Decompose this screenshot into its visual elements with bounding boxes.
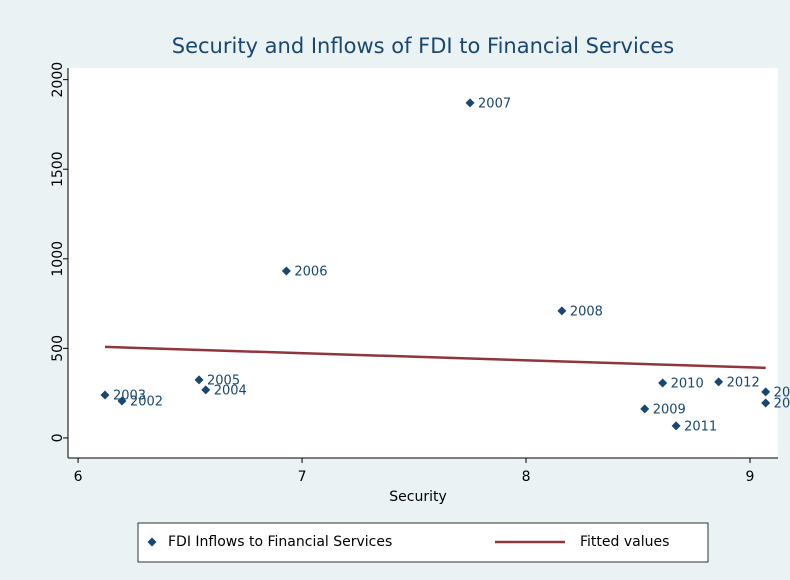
legend-label: Fitted values xyxy=(580,534,669,550)
point xyxy=(557,306,567,316)
x-tick-label: 7 xyxy=(298,469,307,485)
point xyxy=(714,377,724,387)
point xyxy=(281,266,291,276)
point-label: 2011 xyxy=(684,419,717,434)
y-tick-label: 2000 xyxy=(50,62,66,98)
point-label: 2012 xyxy=(727,375,760,390)
point xyxy=(465,98,475,108)
legend-label: FDI Inflows to Financial Services xyxy=(168,534,392,550)
point-label: 2014 xyxy=(774,397,790,412)
point-label: 2013 xyxy=(774,385,790,400)
chart-title: Security and Inflows of FDI to Financial… xyxy=(172,34,674,58)
x-tick-label: 6 xyxy=(74,469,83,485)
point xyxy=(761,398,771,408)
point-label: 2007 xyxy=(478,96,511,111)
point-label: 2009 xyxy=(653,402,686,417)
plot-area xyxy=(68,68,778,458)
point-label: 2005 xyxy=(207,373,240,388)
y-tick-label: 0 xyxy=(50,433,66,442)
point xyxy=(671,421,681,431)
legend xyxy=(137,522,709,563)
legend-marker xyxy=(147,537,157,547)
point-label: 2003 xyxy=(113,388,146,403)
point xyxy=(761,387,771,397)
point xyxy=(640,404,650,414)
point-label: 2002 xyxy=(130,395,163,410)
point-label: 2008 xyxy=(570,304,603,319)
point-label: 2006 xyxy=(294,264,327,279)
point xyxy=(658,378,668,388)
y-tick-label: 1000 xyxy=(50,241,66,277)
point xyxy=(201,385,211,395)
x-axis-label: Security xyxy=(389,489,447,505)
point-label: 2004 xyxy=(214,383,247,398)
point xyxy=(194,375,204,385)
y-tick-label: 1500 xyxy=(50,151,66,187)
point-label: 2010 xyxy=(671,376,704,391)
fit-line xyxy=(104,345,766,370)
y-tick-label: 500 xyxy=(50,335,66,362)
x-tick-label: 9 xyxy=(746,469,755,485)
point xyxy=(100,390,110,400)
x-tick-label: 8 xyxy=(522,469,531,485)
point xyxy=(117,396,127,406)
